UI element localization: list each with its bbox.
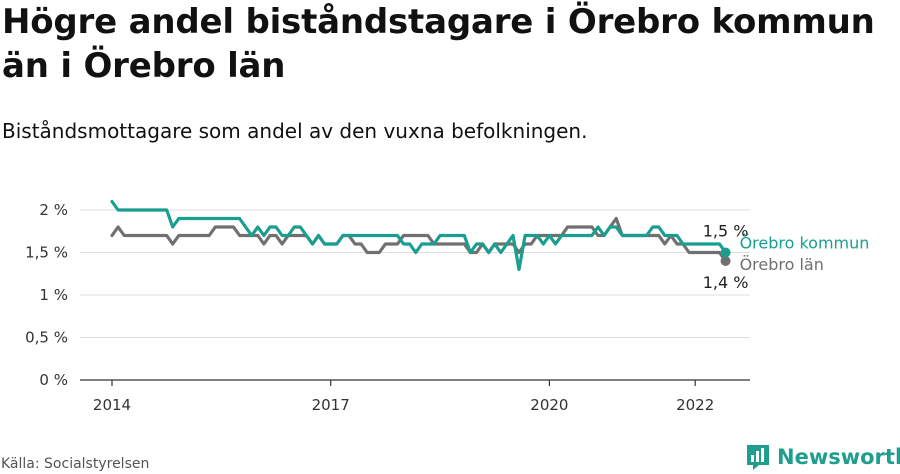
series-end-point-0 xyxy=(720,247,731,258)
brand-name: Newsworthy xyxy=(777,445,900,469)
brand-logo[interactable]: Newsworthy xyxy=(745,443,900,471)
series-end-point-1 xyxy=(720,256,731,266)
series-line-1 xyxy=(110,216,728,263)
y-tick-label: 1,5 % xyxy=(25,244,68,262)
series-name-kommun: Örebro kommun xyxy=(740,234,870,253)
x-tick-label: 2022 xyxy=(676,396,714,414)
series-name-lan: Örebro län xyxy=(740,255,824,274)
x-tick-label: 2020 xyxy=(530,396,568,414)
end-value-label-lan: 1,4 % xyxy=(703,273,749,292)
y-tick-label: 2 % xyxy=(39,201,68,219)
end-labels: Örebro kommun Örebro län 1,5 % 1,4 % xyxy=(703,222,870,293)
series-lines xyxy=(110,199,731,272)
chart-subtitle: Biståndsmottagare som andel av den vuxna… xyxy=(2,119,588,143)
x-tick-label: 2017 xyxy=(312,396,350,414)
end-value-label-kommun: 1,5 % xyxy=(703,222,749,241)
y-tick-label: 0,5 % xyxy=(25,329,68,347)
chart-title: Högre andel biståndstagare i Örebro komm… xyxy=(2,2,875,86)
x-tick-label: 2014 xyxy=(93,396,131,414)
series-line-0 xyxy=(110,199,728,272)
y-tick-label: 1 % xyxy=(39,286,68,304)
source-note: Källa: Socialstyrelsen xyxy=(1,456,150,472)
y-axis-ticks: 0 % 0,5 % 1 % 1,5 % 2 % xyxy=(25,201,68,389)
y-tick-label: 0 % xyxy=(39,371,68,389)
newsworthy-logo-icon xyxy=(747,445,769,470)
x-axis-ticks: 2014 2017 2020 2022 xyxy=(93,380,714,414)
